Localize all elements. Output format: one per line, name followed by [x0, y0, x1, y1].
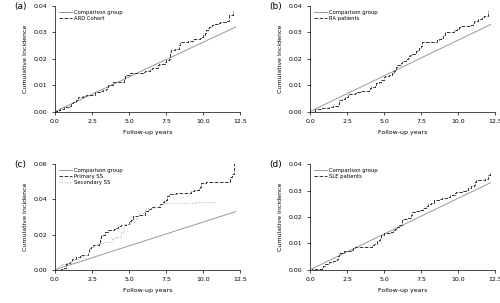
Line: Comparison group: Comparison group — [55, 27, 236, 112]
SLE patients — [486, 170, 492, 174]
SLE patients — [369, 244, 375, 247]
Secondary SS — [124, 222, 130, 226]
RA patients — [307, 110, 313, 113]
Legend: Comparison group, RA patients: Comparison group, RA patients — [313, 9, 379, 22]
Comparison group — [418, 215, 424, 218]
RA patients — [362, 89, 368, 93]
ARD Cohort — [53, 110, 59, 113]
SLE patients — [415, 209, 421, 213]
Line: Primary SS: Primary SS — [55, 161, 234, 270]
Comparison group — [308, 109, 314, 113]
Line: Comparison group: Comparison group — [55, 212, 236, 270]
Line: Comparison group: Comparison group — [310, 183, 490, 270]
Comparison group — [216, 215, 222, 219]
Secondary SS — [52, 268, 58, 271]
Secondary SS — [94, 243, 100, 246]
Comparison group — [162, 58, 168, 62]
RA patients — [481, 14, 487, 18]
Comparison group — [204, 38, 210, 42]
Comparison group — [52, 110, 58, 113]
Comparison group — [459, 36, 465, 40]
Comparison group — [488, 23, 494, 26]
Comparison group — [160, 59, 166, 63]
X-axis label: Follow-up years: Follow-up years — [378, 288, 428, 293]
Comparison group — [418, 56, 424, 60]
Secondary SS — [95, 241, 101, 245]
Primary SS — [64, 262, 70, 266]
Comparison group — [162, 232, 168, 236]
Line: RA patients: RA patients — [310, 11, 488, 112]
SLE patients — [371, 242, 377, 246]
ARD Cohort — [52, 110, 58, 113]
Comparison group — [307, 110, 313, 113]
Primary SS — [162, 199, 168, 202]
RA patients — [484, 9, 490, 13]
Comparison group — [307, 268, 313, 271]
RA patients — [310, 109, 316, 113]
Comparison group — [414, 58, 420, 62]
ARD Cohort — [156, 64, 162, 67]
X-axis label: Follow-up years: Follow-up years — [122, 130, 172, 135]
Primary SS — [124, 222, 130, 226]
Comparison group — [488, 181, 494, 185]
Comparison group — [52, 109, 59, 113]
Comparison group — [160, 233, 166, 237]
Secondary SS — [70, 259, 76, 263]
Comparison group — [232, 25, 238, 29]
Text: (a): (a) — [14, 2, 27, 11]
ARD Cohort — [226, 13, 232, 17]
Comparison group — [232, 210, 238, 214]
Comparison group — [459, 195, 465, 198]
Legend: Comparison group, SLE patients: Comparison group, SLE patients — [313, 167, 379, 180]
Comparison group — [414, 58, 420, 62]
SLE patients — [381, 231, 387, 235]
Comparison group — [470, 31, 476, 35]
Comparison group — [159, 234, 165, 237]
Comparison group — [159, 60, 165, 63]
Y-axis label: Cumulative Incidence: Cumulative Incidence — [23, 25, 28, 93]
ARD Cohort — [100, 88, 106, 92]
Primary SS — [56, 268, 62, 271]
Legend: Comparison group, Primary SS, Secondary SS: Comparison group, Primary SS, Secondary … — [58, 167, 124, 186]
ARD Cohort — [230, 9, 236, 13]
RA patients — [319, 106, 325, 110]
Line: ARD Cohort: ARD Cohort — [55, 11, 234, 112]
Secondary SS — [63, 261, 69, 265]
Comparison group — [52, 268, 58, 271]
Text: (c): (c) — [14, 160, 26, 169]
Comparison group — [414, 216, 420, 220]
Y-axis label: Cumulative Incidence: Cumulative Incidence — [278, 25, 283, 93]
SLE patients — [307, 268, 313, 271]
RA patients — [398, 61, 404, 65]
Text: (d): (d) — [270, 160, 282, 169]
Primary SS — [118, 223, 124, 227]
X-axis label: Follow-up years: Follow-up years — [122, 288, 172, 293]
Y-axis label: Cumulative Incidence: Cumulative Incidence — [278, 183, 283, 251]
RA patients — [342, 96, 348, 99]
Line: SLE patients: SLE patients — [310, 172, 490, 270]
Line: Comparison group: Comparison group — [310, 25, 490, 112]
Line: Secondary SS: Secondary SS — [55, 201, 215, 270]
Text: (b): (b) — [270, 2, 282, 11]
Comparison group — [52, 268, 59, 271]
Secondary SS — [212, 200, 218, 203]
X-axis label: Follow-up years: Follow-up years — [378, 130, 428, 135]
Comparison group — [470, 189, 476, 193]
Primary SS — [164, 194, 170, 198]
SLE patients — [438, 197, 444, 200]
Secondary SS — [75, 256, 81, 259]
Comparison group — [308, 268, 314, 271]
Comparison group — [216, 33, 222, 37]
Legend: Comparison group, ARD Cohort: Comparison group, ARD Cohort — [58, 9, 124, 22]
Y-axis label: Cumulative Incidence: Cumulative Incidence — [23, 183, 28, 251]
Comparison group — [414, 216, 420, 220]
ARD Cohort — [61, 105, 67, 109]
SLE patients — [334, 257, 340, 261]
Primary SS — [52, 268, 58, 271]
Primary SS — [231, 159, 237, 162]
ARD Cohort — [77, 95, 83, 98]
Comparison group — [204, 219, 210, 223]
